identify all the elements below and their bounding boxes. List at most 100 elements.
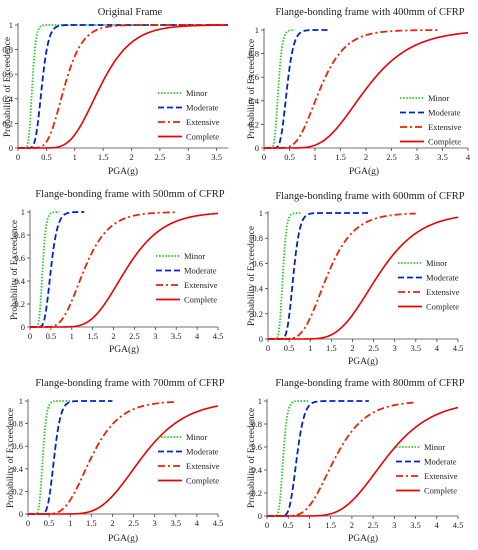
x-tick-label: 0.5 <box>284 343 295 353</box>
legend-label-extensive: Extensive <box>186 117 220 127</box>
legend: Minor Moderate Extensive Complete <box>158 88 220 142</box>
x-tick-label: 2 <box>129 152 133 162</box>
chart-title: Flange-bonding frame with 600mm of CFRP <box>275 191 464 202</box>
series-line-minor <box>28 400 71 515</box>
series-line-moderate <box>18 24 228 149</box>
y-tick-label: 0.2 <box>248 119 259 129</box>
series-line-extensive <box>268 212 416 340</box>
legend-label-minor: Minor <box>184 251 205 261</box>
y-tick-label: 0.4 <box>251 465 262 475</box>
x-tick-label: 0 <box>262 152 266 162</box>
x-tick-label: 1.5 <box>87 331 98 341</box>
y-axis-label: Probability of Exceedence <box>246 39 257 139</box>
chart-title: Flange-bonding frame with 700mm of CFRP <box>35 378 224 389</box>
x-tick-label: 3.5 <box>170 518 181 528</box>
y-tick-label: 0 <box>258 511 262 521</box>
x-tick-label: 0.5 <box>44 518 55 528</box>
x-axis-label: PGA(g) <box>348 533 378 544</box>
legend: Minor Moderate Extensive Complete <box>156 251 218 305</box>
legend-label-complete: Complete <box>424 486 457 496</box>
series-line-extensive <box>28 400 176 515</box>
legend-label-extensive: Extensive <box>184 280 218 290</box>
legend-label-moderate: Moderate <box>186 103 219 113</box>
y-tick-label: 0 <box>19 509 23 519</box>
x-tick-label: 3 <box>393 343 397 353</box>
chart-title: Original Frame <box>98 7 163 18</box>
x-tick-label: 3.5 <box>410 343 421 353</box>
x-tick-label: 1 <box>70 331 74 341</box>
chart-title: Flange-bonding frame with 400mm of CFRP <box>275 7 464 18</box>
y-tick-label: 0.8 <box>12 419 23 429</box>
x-tick-label: 0.5 <box>46 331 57 341</box>
x-tick-label: 2 <box>350 343 354 353</box>
series-line-minor <box>30 211 60 328</box>
chart-panel-2: 0 0.2 0.4 0.6 0.8 1 0 0.5 1 1.5 2 2.5 3 3.5 4 Flange-bo… <box>246 7 471 177</box>
x-tick-label: 2 <box>350 520 354 530</box>
legend: Minor Moderate Extensive Complete <box>400 93 462 147</box>
y-tick-label: 0.4 <box>2 94 13 104</box>
chart-panel-6: 0 0.2 0.4 0.6 0.8 1 0 0.5 1 1.5 2 2.5 3 3.5 4 4.5 Flange… <box>246 378 465 544</box>
series-line-extensive <box>267 401 416 517</box>
x-tick-label: 1 <box>68 518 72 528</box>
x-tick-label: 3 <box>392 520 396 530</box>
y-tick-label: 0.2 <box>252 309 263 319</box>
y-tick-label: 0.8 <box>14 230 25 240</box>
x-tick-label: 2.5 <box>128 518 139 528</box>
x-tick-label: 0 <box>28 331 32 341</box>
y-axis-label: Probability of Exceedence <box>2 37 13 137</box>
legend: Minor Moderate Extensive Complete <box>398 258 460 312</box>
x-tick-label: 2.5 <box>155 152 166 162</box>
y-tick-label: 0.4 <box>252 284 263 294</box>
y-tick-label: 1 <box>9 20 13 30</box>
series-line-complete <box>28 405 219 515</box>
series-line-complete <box>267 406 459 517</box>
x-tick-label: 4.5 <box>213 331 224 341</box>
legend-label-minor: Minor <box>424 442 445 452</box>
y-tick-label: 0.6 <box>12 441 23 451</box>
y-tick-label: 0 <box>255 143 259 153</box>
legend-label-minor: Minor <box>426 258 447 268</box>
x-tick-label: 2 <box>110 518 114 528</box>
x-tick-label: 4.5 <box>213 518 224 528</box>
series-line-minor <box>264 29 295 149</box>
y-tick-label: 1 <box>258 396 262 406</box>
legend-label-complete: Complete <box>428 137 461 147</box>
legend-label-moderate: Moderate <box>186 447 219 457</box>
x-tick-label: 1 <box>307 520 311 530</box>
x-tick-label: 0 <box>26 518 30 528</box>
y-tick-label: 0 <box>9 143 13 153</box>
chart-title: Flange-bonding frame with 500mm of CFRP <box>35 189 224 200</box>
y-tick-label: 0.2 <box>12 486 23 496</box>
legend-label-extensive: Extensive <box>426 287 460 297</box>
y-tick-label: 1 <box>255 25 259 35</box>
x-tick-label: 2.5 <box>368 343 379 353</box>
x-tick-label: 0 <box>16 152 20 162</box>
series-line-moderate <box>267 400 369 517</box>
legend-label-extensive: Extensive <box>424 471 458 481</box>
legend-label-extensive: Extensive <box>428 122 462 132</box>
x-tick-label: 0.5 <box>41 152 52 162</box>
x-tick-label: 3.5 <box>410 520 421 530</box>
x-tick-label: 2.5 <box>129 331 140 341</box>
chart-title: Flange-bonding frame with 800mm of CFRP <box>275 378 464 389</box>
x-tick-label: 1 <box>308 343 312 353</box>
x-tick-label: 1 <box>73 152 77 162</box>
legend-label-minor: Minor <box>186 432 207 442</box>
x-tick-label: 3.5 <box>171 331 182 341</box>
x-axis-label: PGA(g) <box>108 166 138 177</box>
y-tick-label: 0.6 <box>251 442 262 452</box>
y-tick-label: 0.2 <box>14 299 25 309</box>
x-tick-label: 0 <box>265 520 269 530</box>
x-axis-label: PGA(g) <box>349 166 379 177</box>
x-tick-label: 4 <box>195 518 200 528</box>
x-tick-label: 1.5 <box>98 152 109 162</box>
x-tick-label: 4.5 <box>453 520 464 530</box>
legend: Minor Moderate Extensive Complete <box>158 432 220 486</box>
y-tick-label: 0.4 <box>248 96 259 106</box>
x-tick-label: 3 <box>153 331 157 341</box>
legend: Minor Moderate Extensive Complete <box>396 442 458 496</box>
series-line-moderate <box>268 212 370 340</box>
chart-panel-3: 0 0.2 0.4 0.6 0.8 1 0 0.5 1 1.5 2 2.5 3 3.5 4 4.5 Flange… <box>9 189 225 355</box>
y-axis-label: Probability of Exceedence <box>5 408 16 508</box>
